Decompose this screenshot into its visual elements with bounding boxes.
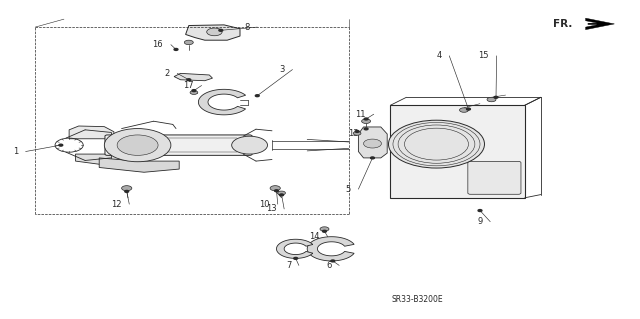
Circle shape: [255, 95, 259, 97]
Circle shape: [362, 119, 371, 123]
Text: 10: 10: [260, 200, 270, 209]
Polygon shape: [307, 237, 354, 261]
Circle shape: [487, 97, 496, 102]
Circle shape: [364, 118, 368, 120]
Circle shape: [294, 257, 298, 259]
Polygon shape: [76, 154, 120, 165]
Text: 17: 17: [183, 81, 194, 90]
Circle shape: [280, 194, 284, 196]
Circle shape: [355, 130, 359, 132]
FancyBboxPatch shape: [105, 135, 252, 155]
Circle shape: [388, 120, 484, 168]
Text: 8: 8: [244, 23, 250, 32]
Polygon shape: [186, 25, 240, 40]
Text: 16: 16: [152, 40, 163, 49]
Circle shape: [232, 136, 268, 154]
Text: 7: 7: [286, 261, 291, 270]
Circle shape: [104, 129, 171, 162]
Polygon shape: [174, 73, 212, 81]
Text: 9: 9: [477, 217, 483, 226]
Circle shape: [184, 40, 193, 45]
FancyBboxPatch shape: [468, 161, 521, 194]
Circle shape: [187, 79, 191, 81]
Circle shape: [278, 191, 285, 195]
Circle shape: [117, 135, 158, 155]
Polygon shape: [198, 89, 246, 115]
Circle shape: [59, 144, 63, 146]
Circle shape: [275, 190, 278, 192]
Text: 1: 1: [13, 147, 18, 156]
Polygon shape: [69, 126, 114, 139]
Text: 3: 3: [280, 65, 285, 74]
Text: 13: 13: [266, 204, 276, 213]
Text: 13: 13: [348, 129, 359, 138]
Circle shape: [331, 260, 335, 262]
Circle shape: [270, 186, 280, 191]
Polygon shape: [276, 239, 313, 258]
Circle shape: [323, 230, 326, 232]
Text: SR33-B3200E: SR33-B3200E: [392, 295, 444, 304]
Circle shape: [364, 128, 368, 130]
Circle shape: [190, 91, 198, 94]
Circle shape: [460, 108, 468, 112]
Text: 2: 2: [164, 69, 170, 78]
Text: 11: 11: [356, 110, 366, 119]
Polygon shape: [358, 127, 387, 158]
Text: 12: 12: [111, 200, 122, 209]
Text: 4: 4: [436, 51, 442, 60]
Circle shape: [371, 157, 374, 159]
Text: 14: 14: [310, 232, 320, 241]
Text: 6: 6: [326, 261, 332, 270]
Text: FR.: FR.: [554, 19, 573, 29]
Circle shape: [207, 28, 222, 36]
Polygon shape: [99, 158, 179, 172]
Text: 5: 5: [346, 185, 351, 194]
Circle shape: [192, 90, 196, 92]
Text: 15: 15: [479, 51, 489, 60]
Circle shape: [478, 210, 482, 211]
Circle shape: [467, 108, 470, 110]
Circle shape: [219, 29, 223, 31]
Circle shape: [174, 48, 178, 50]
Polygon shape: [390, 105, 525, 198]
Circle shape: [364, 139, 381, 148]
Circle shape: [122, 186, 132, 191]
Circle shape: [494, 96, 498, 98]
Circle shape: [353, 131, 361, 135]
Circle shape: [125, 190, 129, 192]
Circle shape: [320, 227, 329, 231]
Polygon shape: [586, 18, 614, 30]
